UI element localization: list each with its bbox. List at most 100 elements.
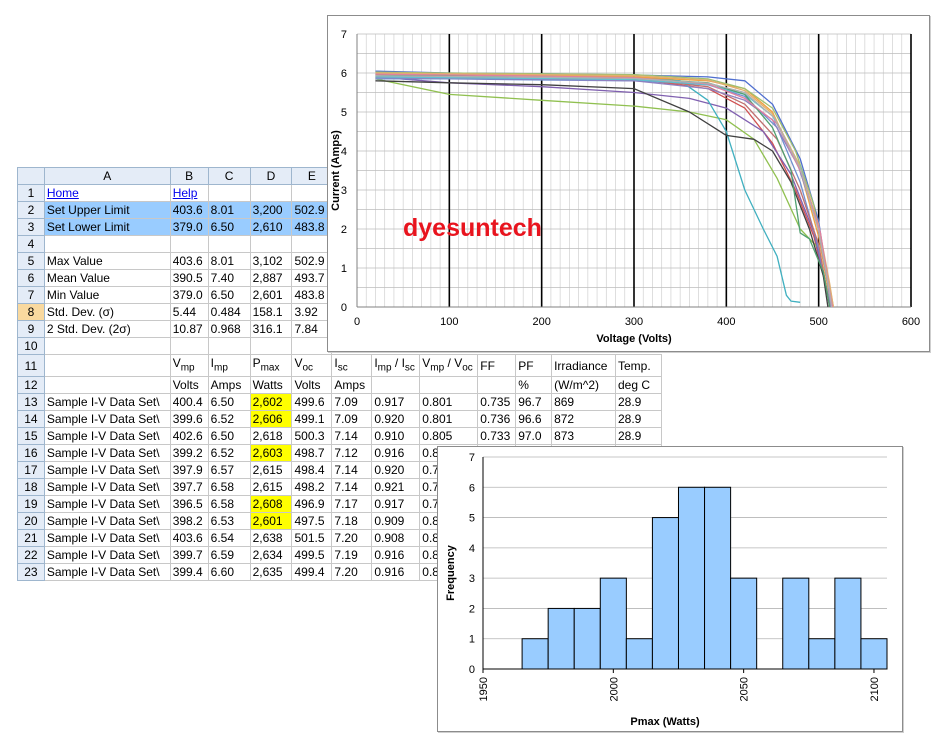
- column-title-cell[interactable]: [43, 353, 171, 378]
- data-cell[interactable]: 6.57: [207, 461, 251, 480]
- data-cell[interactable]: 402.6: [169, 427, 209, 446]
- column-header-e[interactable]: E: [291, 167, 333, 185]
- spreadsheet-grid[interactable]: A B C D E 1 Home Help 2 Set Upper Limit 403.6 8.01 3…: [17, 167, 662, 582]
- row-header-3[interactable]: 3: [17, 218, 45, 236]
- data-cell[interactable]: 497.5: [291, 512, 333, 531]
- cell-e4[interactable]: [291, 235, 333, 253]
- row-header-4[interactable]: 4: [17, 235, 45, 253]
- cell-a8[interactable]: Std. Dev. (σ): [43, 303, 171, 321]
- data-cell[interactable]: 2,618: [249, 427, 293, 446]
- data-cell[interactable]: 6.54: [207, 529, 251, 548]
- data-cell[interactable]: 0.921: [371, 478, 421, 497]
- data-cell[interactable]: 7.20: [331, 529, 373, 548]
- cell-e10[interactable]: [291, 337, 333, 355]
- data-cell[interactable]: 7.18: [331, 512, 373, 531]
- cell-b10[interactable]: [169, 337, 209, 355]
- cell-d2[interactable]: 3,200: [249, 201, 293, 219]
- data-cell[interactable]: 499.5: [291, 546, 333, 565]
- data-cell[interactable]: 7.14: [331, 461, 373, 480]
- data-cell[interactable]: 0.920: [371, 410, 421, 429]
- data-set-name-cell[interactable]: Sample I-V Data Set\: [43, 393, 171, 412]
- cell-b6[interactable]: 390.5: [169, 269, 209, 287]
- data-cell[interactable]: 2,603: [249, 444, 293, 463]
- row-header-5[interactable]: 5: [17, 252, 45, 270]
- column-title-cell[interactable]: Voc: [291, 353, 333, 378]
- row-header-16[interactable]: 16: [17, 444, 45, 463]
- data-set-name-cell[interactable]: Sample I-V Data Set\: [43, 427, 171, 446]
- data-cell[interactable]: 6.60: [207, 563, 251, 582]
- data-cell[interactable]: 6.50: [207, 393, 251, 412]
- cell-b2[interactable]: 403.6: [169, 201, 209, 219]
- data-set-name-cell[interactable]: Sample I-V Data Set\: [43, 495, 171, 514]
- cell-c2[interactable]: 8.01: [207, 201, 251, 219]
- cell-e3[interactable]: 483.8: [291, 218, 333, 236]
- cell-d4[interactable]: [249, 235, 293, 253]
- data-cell[interactable]: 399.6: [169, 410, 209, 429]
- data-set-name-cell[interactable]: Sample I-V Data Set\: [43, 563, 171, 582]
- column-title-cell[interactable]: PF: [515, 353, 553, 378]
- select-all-corner[interactable]: [17, 167, 45, 185]
- column-title-cell[interactable]: Amps: [331, 376, 373, 395]
- column-title-cell[interactable]: [419, 376, 479, 395]
- row-header-17[interactable]: 17: [17, 461, 45, 480]
- data-set-name-cell[interactable]: Sample I-V Data Set\: [43, 444, 171, 463]
- data-cell[interactable]: 7.17: [331, 495, 373, 514]
- data-cell[interactable]: 2,615: [249, 478, 293, 497]
- cell-a3[interactable]: Set Lower Limit: [43, 218, 171, 236]
- column-title-cell[interactable]: Watts: [249, 376, 293, 395]
- column-title-cell[interactable]: Isc: [331, 353, 373, 378]
- pmax-histogram-chart[interactable]: 0 1 2 3 4 5 6 7 1950 2000 2050 2100 Pmax (Watts) Freq…: [437, 446, 903, 732]
- data-cell[interactable]: 499.6: [291, 393, 333, 412]
- cell-c4[interactable]: [207, 235, 251, 253]
- column-title-cell[interactable]: Temp.: [615, 353, 662, 378]
- cell-e6[interactable]: 493.7: [291, 269, 333, 287]
- data-cell[interactable]: 0.805: [419, 427, 479, 446]
- row-header-21[interactable]: 21: [17, 529, 45, 548]
- data-cell[interactable]: 0.917: [371, 495, 421, 514]
- column-title-cell[interactable]: [371, 376, 421, 395]
- cell-b7[interactable]: 379.0: [169, 286, 209, 304]
- row-header-6[interactable]: 6: [17, 269, 45, 287]
- cell-b9[interactable]: 10.87: [169, 320, 209, 338]
- data-cell[interactable]: 397.9: [169, 461, 209, 480]
- cell-e2[interactable]: 502.9: [291, 201, 333, 219]
- column-header-a[interactable]: A: [43, 167, 171, 185]
- cell-a4[interactable]: [43, 235, 171, 253]
- data-cell[interactable]: 0.909: [371, 512, 421, 531]
- data-cell[interactable]: 6.52: [207, 444, 251, 463]
- data-cell[interactable]: 7.09: [331, 393, 373, 412]
- column-title-cell[interactable]: Volts: [169, 376, 209, 395]
- row-header-8[interactable]: 8: [17, 303, 45, 321]
- data-set-name-cell[interactable]: Sample I-V Data Set\: [43, 461, 171, 480]
- cell-c9[interactable]: 0.968: [207, 320, 251, 338]
- cell-b8[interactable]: 5.44: [169, 303, 209, 321]
- data-cell[interactable]: 2,615: [249, 461, 293, 480]
- cell-d8[interactable]: 158.1: [249, 303, 293, 321]
- column-title-cell[interactable]: Amps: [207, 376, 251, 395]
- data-cell[interactable]: 2,634: [249, 546, 293, 565]
- data-cell[interactable]: 501.5: [291, 529, 333, 548]
- data-cell[interactable]: 498.2: [291, 478, 333, 497]
- data-cell[interactable]: 0.910: [371, 427, 421, 446]
- column-title-cell[interactable]: Pmax: [249, 353, 293, 378]
- data-cell[interactable]: 2,638: [249, 529, 293, 548]
- cell-b3[interactable]: 379.0: [169, 218, 209, 236]
- data-cell[interactable]: 7.09: [331, 410, 373, 429]
- row-header-14[interactable]: 14: [17, 410, 45, 429]
- data-cell[interactable]: 403.6: [169, 529, 209, 548]
- data-cell[interactable]: 6.53: [207, 512, 251, 531]
- data-cell[interactable]: 28.9: [615, 427, 662, 446]
- data-cell[interactable]: 0.916: [371, 546, 421, 565]
- data-cell[interactable]: 397.7: [169, 478, 209, 497]
- data-cell[interactable]: 399.7: [169, 546, 209, 565]
- column-header-d[interactable]: D: [249, 167, 293, 185]
- row-header-13[interactable]: 13: [17, 393, 45, 412]
- data-cell[interactable]: 0.916: [371, 563, 421, 582]
- cell-d5[interactable]: 3,102: [249, 252, 293, 270]
- column-title-cell[interactable]: [43, 376, 171, 395]
- cell-c1[interactable]: [207, 184, 251, 202]
- data-cell[interactable]: 399.4: [169, 563, 209, 582]
- data-cell[interactable]: 0.917: [371, 393, 421, 412]
- cell-e1[interactable]: [291, 184, 333, 202]
- row-header-18[interactable]: 18: [17, 478, 45, 497]
